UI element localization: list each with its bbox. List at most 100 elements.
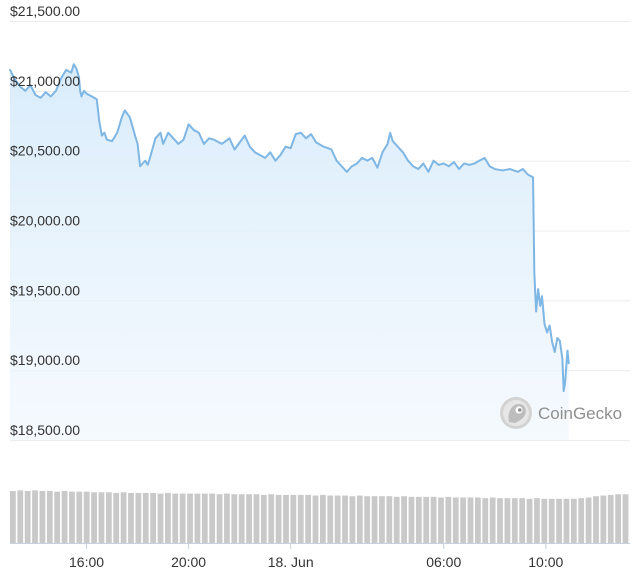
- volume-bar: [320, 494, 326, 543]
- y-tick-label: $20,500.00: [10, 143, 80, 159]
- volume-bar: [401, 496, 407, 543]
- gecko-icon: [500, 397, 532, 429]
- volume-bar: [305, 494, 312, 543]
- volume-bar: [371, 496, 378, 543]
- y-tick-label: $21,500.00: [10, 3, 80, 19]
- volume-bar: [585, 497, 592, 543]
- volume-bar: [98, 492, 105, 543]
- volume-bar: [172, 493, 179, 543]
- volume-bar: [69, 491, 75, 543]
- volume-bar: [135, 492, 142, 543]
- volume-bar: [76, 491, 83, 543]
- volume-bar: [209, 493, 216, 543]
- volume-bar: [541, 498, 548, 543]
- volume-bar: [194, 493, 201, 543]
- volume-bar: [423, 496, 430, 543]
- y-tick-label: $19,500.00: [10, 282, 80, 298]
- volume-bar: [415, 496, 422, 543]
- volume-bar: [260, 494, 267, 543]
- price-line-layer: [9, 63, 570, 393]
- price-line: [9, 63, 570, 393]
- volume-bar: [46, 491, 53, 543]
- volume-bar: [526, 498, 533, 543]
- volume-bar: [578, 498, 585, 543]
- volume-bar: [393, 496, 400, 543]
- volume-bar: [519, 498, 526, 543]
- volume-bar: [231, 494, 238, 543]
- volume-bar: [327, 495, 334, 543]
- volume-bar: [497, 498, 503, 543]
- volume-bar: [216, 494, 223, 543]
- volume-bar: [489, 497, 496, 543]
- volume-bar: [475, 497, 481, 543]
- volume-bar: [607, 494, 614, 543]
- x-tick-label: 18. Jun: [268, 554, 314, 570]
- volume-bar: [430, 496, 437, 543]
- volume-bar: [460, 497, 467, 543]
- x-tick-label: 16:00: [69, 554, 104, 570]
- y-tick-label: $21,000.00: [10, 73, 80, 89]
- volume-bar: [600, 495, 607, 543]
- volume-bar: [452, 497, 459, 543]
- y-tick-label: $18,500.00: [10, 422, 80, 438]
- volume-bar: [622, 494, 629, 543]
- volume-bar: [482, 498, 489, 543]
- volume-bar: [349, 496, 356, 543]
- volume-bar: [342, 495, 348, 543]
- volume-bar: [445, 496, 452, 543]
- volume-bar: [142, 492, 149, 543]
- volume-bar: [165, 492, 171, 543]
- volume-bar: [201, 493, 208, 543]
- volume-bar: [54, 491, 61, 543]
- volume-bar: [312, 495, 319, 543]
- x-tick-label: 06:00: [426, 554, 461, 570]
- volume-bar: [283, 494, 289, 543]
- volume-bar: [438, 497, 444, 543]
- coingecko-watermark: CoinGecko: [500, 397, 622, 429]
- y-tick-label: $20,000.00: [10, 213, 80, 229]
- volume-bar: [238, 494, 245, 543]
- volume-bar: [504, 498, 511, 543]
- volume-bar: [246, 494, 252, 543]
- volume-bar: [275, 494, 282, 543]
- volume-bar: [105, 492, 112, 543]
- volume-bar: [253, 494, 260, 543]
- volume-bar: [356, 495, 363, 543]
- x-axis-ticks: 16:00 20:00 18. Jun 06:00 10:00: [69, 543, 564, 570]
- y-tick-label: $19,000.00: [10, 352, 80, 368]
- volume-bar: [113, 492, 120, 543]
- volume-bar: [386, 496, 393, 543]
- volume-bar: [24, 491, 31, 543]
- volume-bar: [157, 493, 164, 543]
- volume-bar: [379, 496, 385, 543]
- volume-bar: [615, 494, 622, 543]
- volume-bar: [91, 492, 97, 543]
- price-area-fill: [10, 64, 569, 441]
- watermark-text: CoinGecko: [538, 404, 622, 423]
- volume-bar: [297, 494, 304, 543]
- volume-bar: [39, 491, 46, 543]
- volume-bar: [570, 498, 577, 543]
- volume-bar: [364, 496, 371, 543]
- volume-bar: [150, 492, 157, 543]
- volume-bar: [179, 493, 186, 543]
- volume-bar: [128, 492, 134, 543]
- volume-bar: [408, 496, 415, 543]
- volume-bar: [556, 498, 562, 543]
- x-tick-label: 20:00: [171, 554, 206, 570]
- volume-bar: [32, 490, 38, 543]
- volume-bar: [290, 494, 297, 543]
- volume-bar: [563, 498, 570, 543]
- volume-bar: [511, 498, 518, 543]
- volume-bar: [593, 496, 599, 543]
- volume-bar: [61, 491, 68, 543]
- volume-bar: [224, 493, 230, 543]
- volume-bar: [548, 498, 555, 543]
- volume-bar: [83, 491, 90, 543]
- volume-bar: [534, 498, 540, 543]
- volume-bar: [10, 491, 16, 543]
- volume-bar: [268, 494, 275, 543]
- volume-bar: [17, 490, 24, 543]
